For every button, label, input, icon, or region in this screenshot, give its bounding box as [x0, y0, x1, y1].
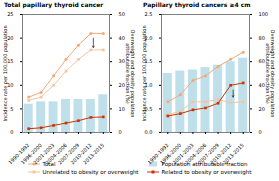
- svg-text:0: 0: [259, 129, 262, 135]
- svg-text:80: 80: [259, 35, 265, 41]
- svg-text:0.0: 0.0: [145, 129, 153, 135]
- svg-text:0: 0: [10, 129, 13, 135]
- svg-text:2.5: 2.5: [145, 11, 153, 17]
- svg-text:30: 30: [119, 58, 125, 64]
- svg-text:25: 25: [7, 11, 13, 17]
- svg-text:5: 5: [10, 106, 13, 112]
- svg-text:20: 20: [119, 82, 125, 88]
- svg-text:Incidence rate per 100,000 pop: Incidence rate per 100,000 population: [141, 25, 148, 121]
- svg-text:100: 100: [259, 11, 269, 17]
- svg-text:10: 10: [119, 106, 125, 112]
- svg-text:Incidence rate per 100,000 pop: Incidence rate per 100,000 population: [2, 25, 9, 121]
- svg-text:Overweight and obesity populat: Overweight and obesity populationattribu…: [265, 30, 276, 118]
- svg-text:Overweight and obesity populat: Overweight and obesity populationattribu…: [125, 30, 136, 118]
- svg-text:2013-2015: 2013-2015: [82, 142, 106, 166]
- svg-text:40: 40: [259, 82, 265, 88]
- svg-text:50: 50: [119, 11, 125, 17]
- svg-text:20: 20: [259, 106, 265, 112]
- svg-text:40: 40: [119, 35, 125, 41]
- svg-text:0: 0: [119, 129, 122, 135]
- svg-text:60: 60: [259, 58, 265, 64]
